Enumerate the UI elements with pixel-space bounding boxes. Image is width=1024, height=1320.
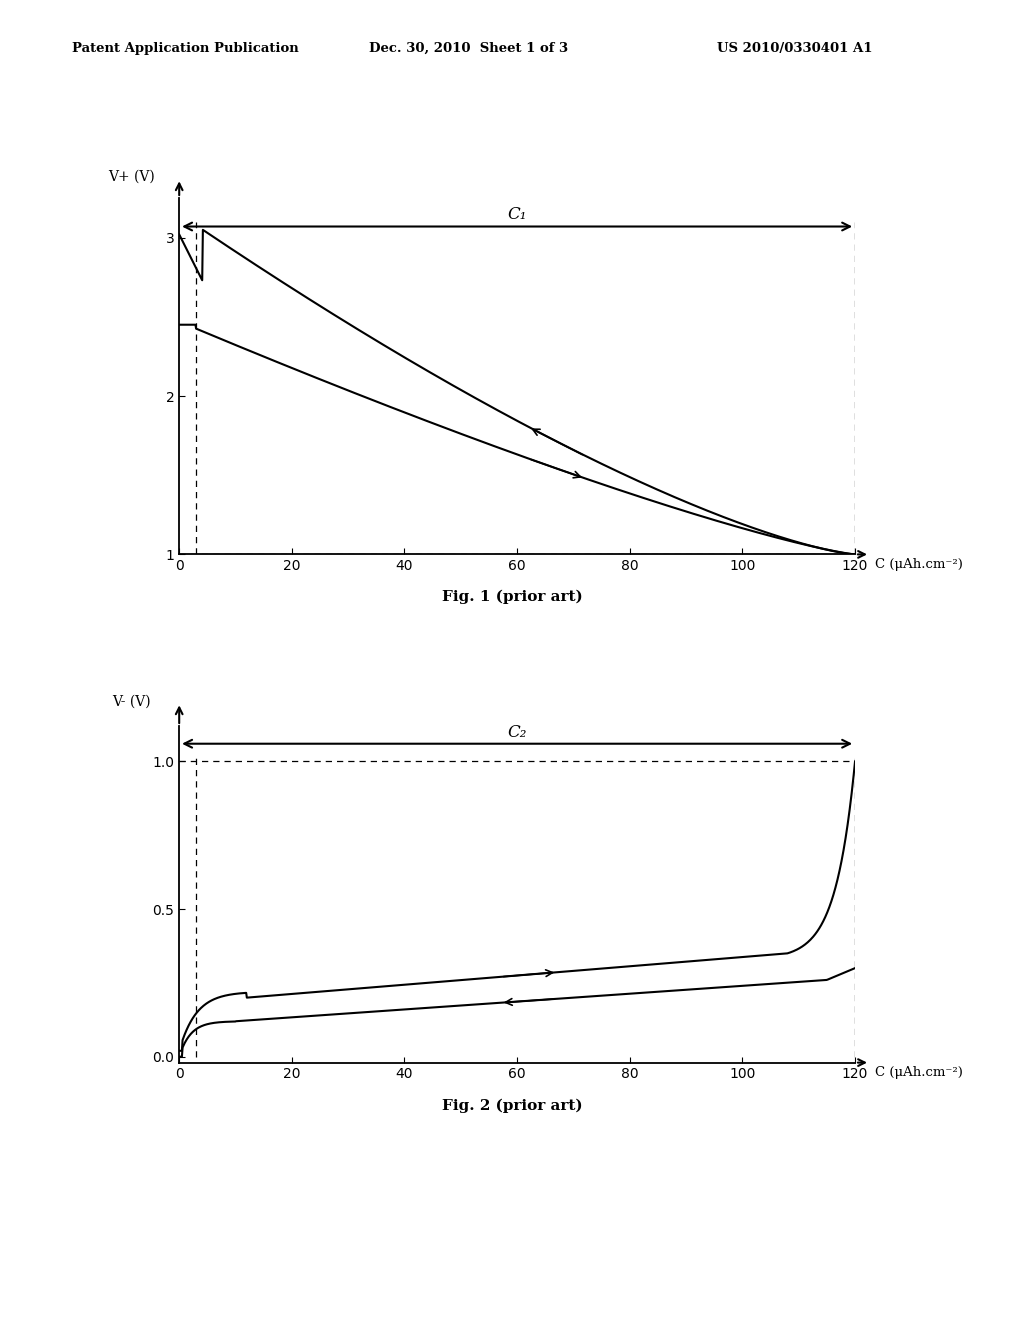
Text: C₂: C₂ (508, 723, 526, 741)
Text: C₁: C₁ (508, 206, 526, 223)
Text: Dec. 30, 2010  Sheet 1 of 3: Dec. 30, 2010 Sheet 1 of 3 (369, 42, 567, 55)
Y-axis label: V+ (V): V+ (V) (109, 170, 156, 183)
Y-axis label: V- (V): V- (V) (113, 696, 152, 709)
Text: Fig. 2 (prior art): Fig. 2 (prior art) (441, 1098, 583, 1113)
Text: C (μAh.cm⁻²): C (μAh.cm⁻²) (876, 1067, 964, 1078)
Text: C (μAh.cm⁻²): C (μAh.cm⁻²) (876, 558, 964, 572)
Text: Patent Application Publication: Patent Application Publication (72, 42, 298, 55)
Text: Fig. 1 (prior art): Fig. 1 (prior art) (441, 590, 583, 605)
Text: US 2010/0330401 A1: US 2010/0330401 A1 (717, 42, 872, 55)
